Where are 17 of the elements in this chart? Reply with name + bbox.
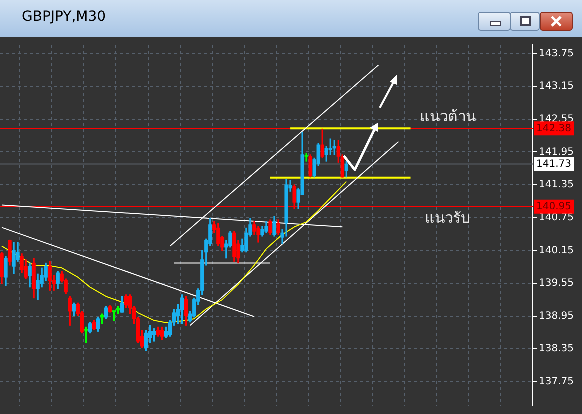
ref-line-label: 141.73 bbox=[536, 158, 572, 170]
y-tick-label: 143.15 bbox=[539, 81, 574, 92]
y-tick-label: 141.35 bbox=[539, 180, 574, 191]
y-tick-label: 139.55 bbox=[539, 278, 574, 290]
chart-title: GBPJPY,M30 bbox=[22, 9, 106, 25]
annotation: แนวรับ bbox=[425, 208, 471, 227]
y-tick-label: 138.95 bbox=[539, 310, 574, 322]
y-tick-label: 140.75 bbox=[539, 212, 574, 224]
ref-line-label: 140.95 bbox=[536, 201, 572, 212]
annotation: แนวต้าน bbox=[420, 108, 476, 126]
ref-line-label: 142.38 bbox=[536, 123, 572, 134]
y-tick-label: 137.75 bbox=[539, 376, 574, 388]
y-tick-label: 140.15 bbox=[539, 245, 574, 256]
candlestick bbox=[304, 152, 308, 162]
y-tick-label: 143.75 bbox=[539, 48, 574, 60]
y-tick-label: 141.95 bbox=[539, 146, 574, 158]
y-tick-label: 138.35 bbox=[539, 344, 574, 355]
